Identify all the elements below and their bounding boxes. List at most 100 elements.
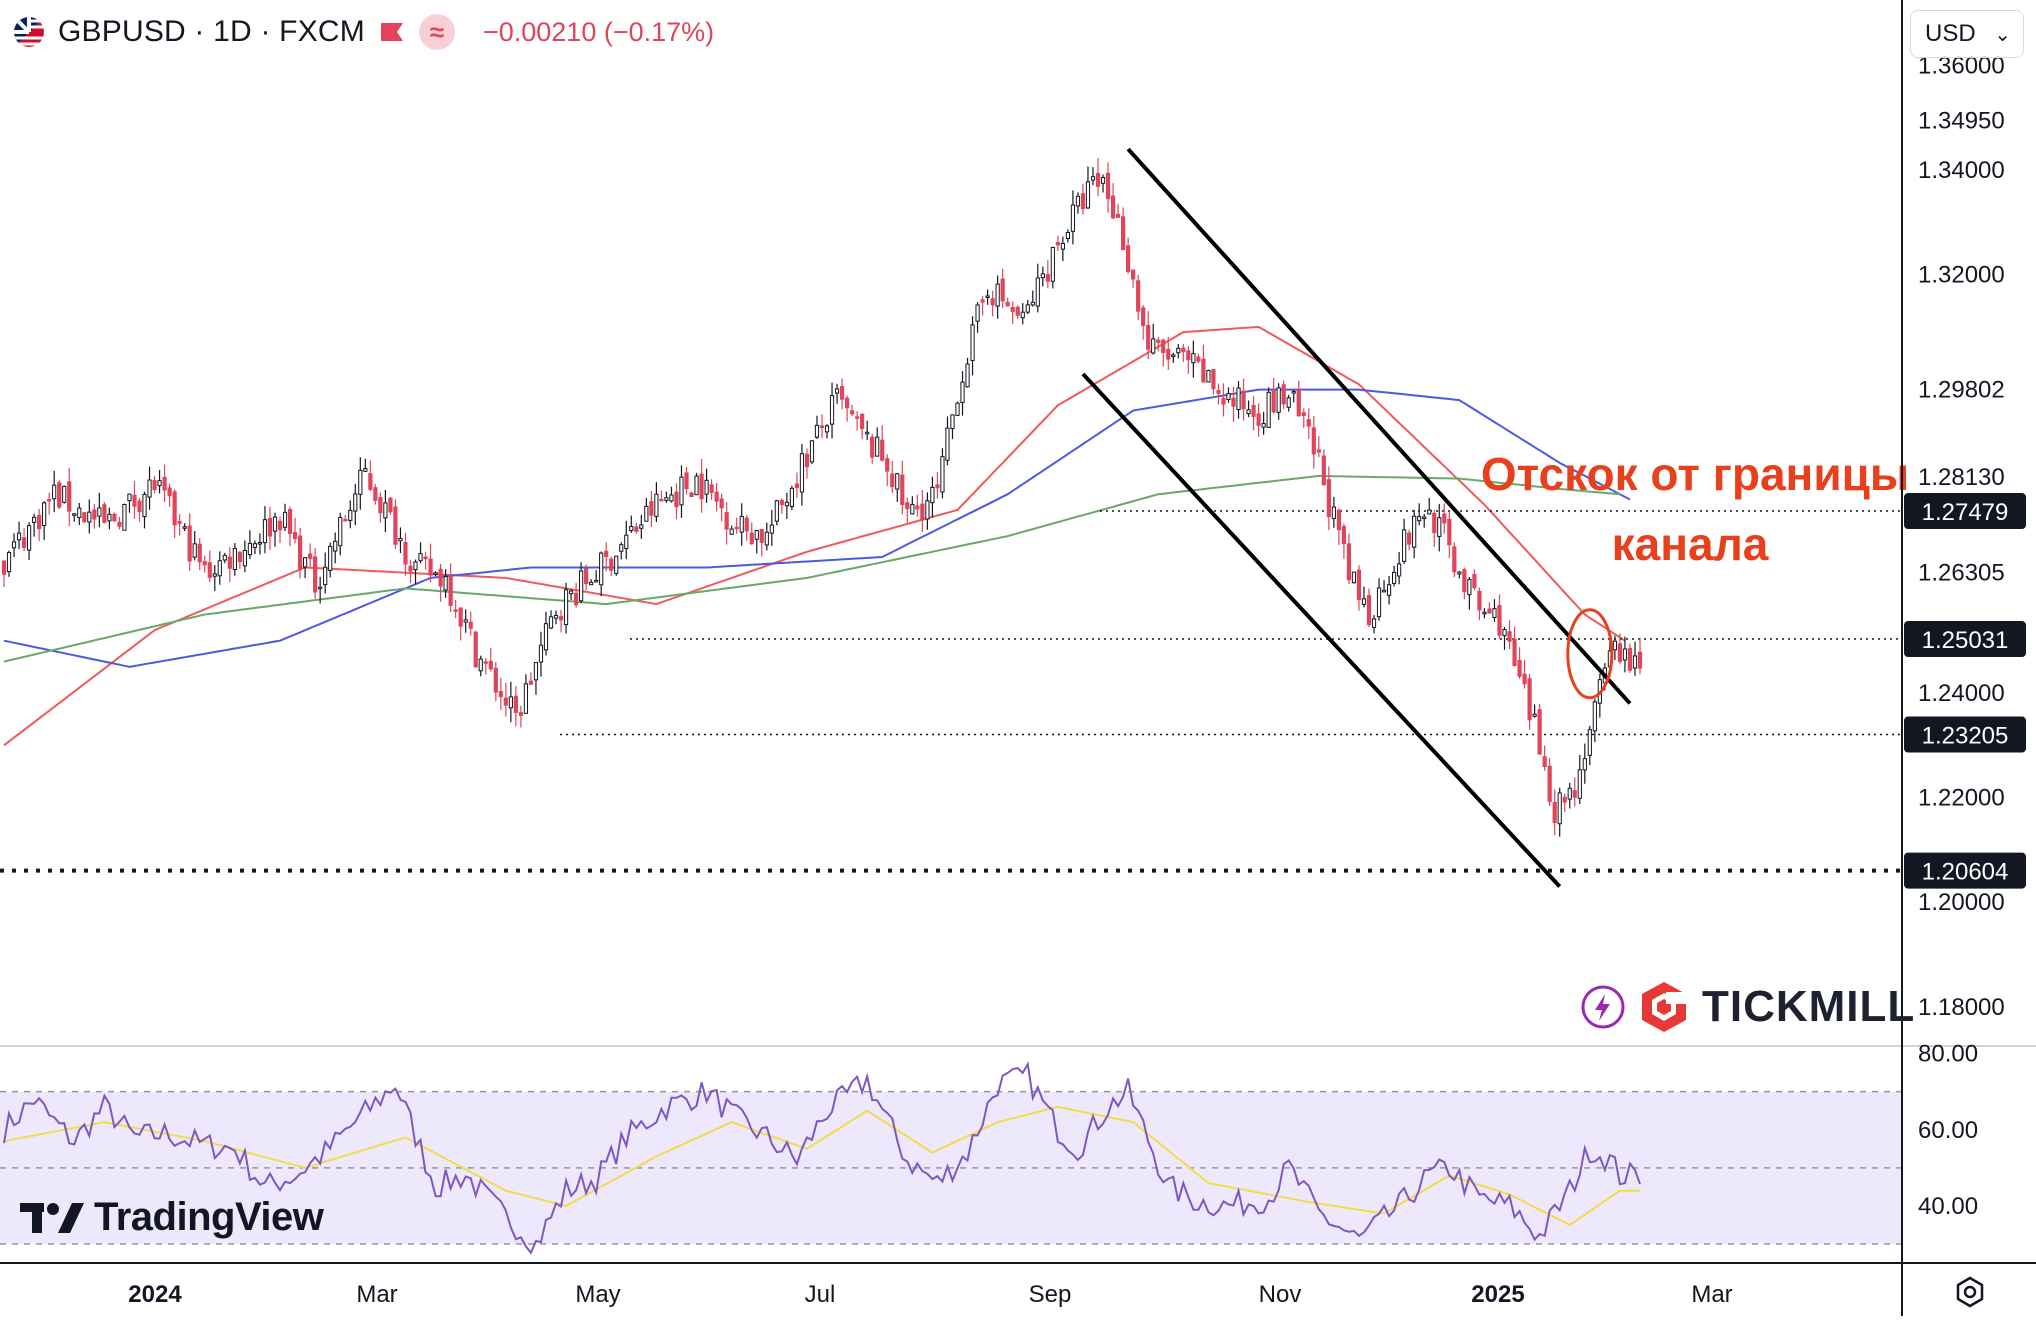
candle-body: [1412, 515, 1417, 548]
candle-body: [292, 532, 298, 540]
candle-body: [804, 453, 810, 468]
candle-body: [1351, 571, 1357, 584]
indicator-wave-icon[interactable]: ≈: [418, 14, 455, 50]
time-tick-label: Mar: [1691, 1281, 1732, 1308]
moving-averages: [3, 325, 1631, 747]
currency-select[interactable]: USD ⌄: [1910, 10, 2024, 58]
candle-body: [1221, 397, 1226, 405]
candle-body: [865, 431, 870, 435]
candle-body: [1186, 350, 1191, 361]
candle-body: [1131, 269, 1136, 280]
candle-body: [1356, 569, 1362, 601]
candle-body: [1206, 369, 1211, 383]
candle-body: [52, 484, 57, 500]
candle-body: [1447, 519, 1452, 546]
candle-body: [1035, 277, 1040, 307]
candle-body: [995, 283, 1000, 307]
tickmill-mark-icon: [1642, 982, 1688, 1032]
candle-body: [1527, 678, 1532, 721]
candle-body: [1537, 709, 1542, 755]
candle-body: [905, 502, 910, 510]
price-label-text: 1.27479: [1922, 499, 2009, 526]
candle-body: [408, 565, 413, 572]
candle-body: [162, 476, 167, 491]
candle-body: [87, 511, 92, 523]
candle-body: [323, 566, 328, 586]
candle-body: [498, 691, 503, 698]
candle-body: [1587, 729, 1592, 756]
candle-body: [709, 484, 714, 493]
candle-body: [353, 493, 358, 512]
candle-body: [1146, 325, 1151, 350]
candle-body: [157, 480, 162, 487]
candle-body: [1211, 369, 1216, 390]
candle-body: [619, 544, 624, 552]
candle-body: [122, 503, 127, 531]
candle-body: [985, 295, 990, 298]
candle-body: [518, 712, 523, 716]
candle-body: [609, 558, 614, 571]
candle-body: [980, 299, 985, 303]
candle-body: [855, 416, 860, 419]
candle-body: [659, 498, 664, 502]
candle-body: [1582, 758, 1587, 771]
candle-body: [127, 493, 132, 502]
candle-body: [232, 548, 237, 570]
candle-body: [1045, 274, 1050, 282]
candle-body: [624, 534, 629, 550]
price-label-box: [1904, 852, 2026, 889]
price-label-text: 1.25031: [1922, 627, 2009, 654]
candle-body: [433, 572, 438, 575]
candle-body: [192, 543, 197, 558]
candle-body: [102, 504, 107, 523]
candle-body: [1090, 176, 1096, 181]
candle-body: [789, 487, 794, 507]
candle-body: [1166, 348, 1171, 360]
flag-marker-icon[interactable]: [379, 21, 405, 43]
candle-body: [579, 570, 584, 602]
candle-body: [1171, 354, 1176, 357]
candle-body: [282, 511, 288, 528]
candle-body: [62, 485, 67, 503]
candle-body: [16, 532, 22, 541]
candle-body: [97, 507, 102, 517]
candle-body: [1391, 571, 1397, 584]
candle-body: [363, 468, 368, 472]
candle-body: [689, 492, 694, 498]
candle-body: [32, 516, 37, 523]
moving-average-line: [3, 325, 1626, 747]
symbol-title[interactable]: GBPUSD · 1D · FXCM: [58, 15, 365, 48]
candle-body: [267, 517, 273, 537]
candle-body: [1015, 306, 1020, 316]
candle-body: [558, 616, 564, 621]
candle-body: [403, 542, 408, 565]
candle-body: [207, 562, 212, 578]
candle-body: [614, 555, 619, 574]
rsi-panel: [0, 1061, 1902, 1255]
candle-body: [338, 517, 343, 547]
candle-body: [930, 486, 935, 504]
candle-body: [1482, 611, 1487, 615]
price-tick-label: 1.26305: [1918, 559, 2005, 586]
candle-body: [543, 623, 549, 651]
candle-body: [739, 515, 744, 533]
candle-body: [694, 475, 699, 496]
candle-body: [1622, 648, 1628, 661]
candle-body: [26, 525, 32, 551]
settings-gear-icon[interactable]: [1956, 1276, 1984, 1308]
candle-body: [1161, 339, 1166, 353]
rsi-line: [3, 1061, 1641, 1255]
candle-body: [1151, 338, 1156, 354]
candle-body: [1316, 449, 1321, 453]
candle-body: [1100, 177, 1106, 184]
candle-body: [1397, 563, 1402, 577]
candle-body: [1326, 479, 1331, 518]
candle-body: [1577, 769, 1582, 799]
candle-body: [11, 541, 17, 549]
candle-body: [870, 436, 875, 458]
price-tick-label: 1.20000: [1918, 889, 2005, 916]
candle-body: [839, 386, 845, 400]
candles: [1, 157, 1643, 837]
